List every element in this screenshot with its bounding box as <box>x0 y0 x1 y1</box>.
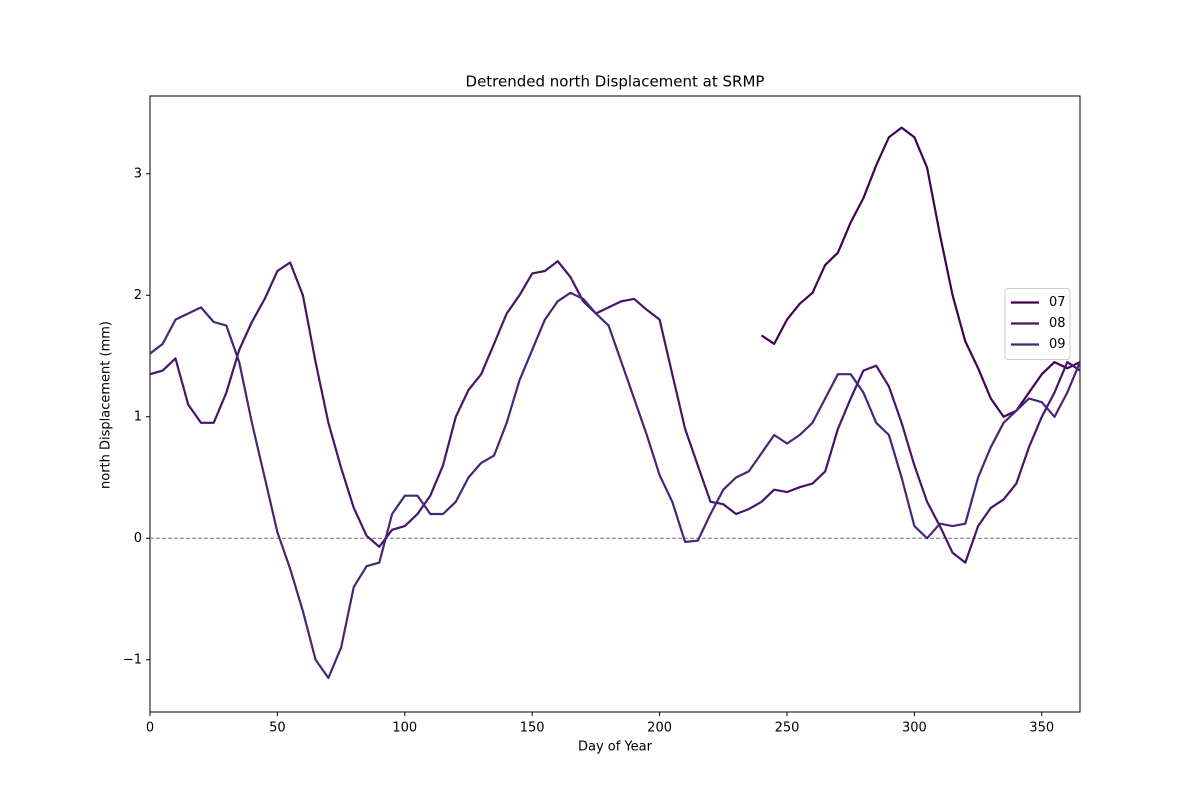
x-tick-label: 0 <box>146 721 154 736</box>
chart-title: Detrended north Displacement at SRMP <box>466 73 765 91</box>
x-tick-label: 200 <box>647 721 672 736</box>
x-axis-label: Day of Year <box>578 740 653 755</box>
x-tick-label: 250 <box>775 721 800 736</box>
legend-label: 07 <box>1049 295 1066 310</box>
x-tick-label: 100 <box>392 721 417 736</box>
y-tick-label: −1 <box>123 652 142 667</box>
y-axis-label: north Displacement (mm) <box>99 321 114 489</box>
x-tick-label: 150 <box>520 721 545 736</box>
y-tick-label: 0 <box>134 531 142 546</box>
series-line <box>760 126 1081 418</box>
x-tick-label: 350 <box>1029 721 1054 736</box>
legend: 07 08 09 <box>1004 288 1071 360</box>
x-tick-label: 50 <box>269 721 286 736</box>
y-tick-label: 3 <box>134 166 142 181</box>
series-line <box>149 260 1081 564</box>
y-tick-label: 2 <box>134 288 142 303</box>
y-tick-label: 1 <box>134 409 142 424</box>
legend-label: 09 <box>1049 337 1066 352</box>
legend-label: 08 <box>1049 316 1066 331</box>
plot-area <box>149 95 1081 713</box>
series-line <box>149 291 1082 680</box>
x-tick-label: 300 <box>902 721 927 736</box>
